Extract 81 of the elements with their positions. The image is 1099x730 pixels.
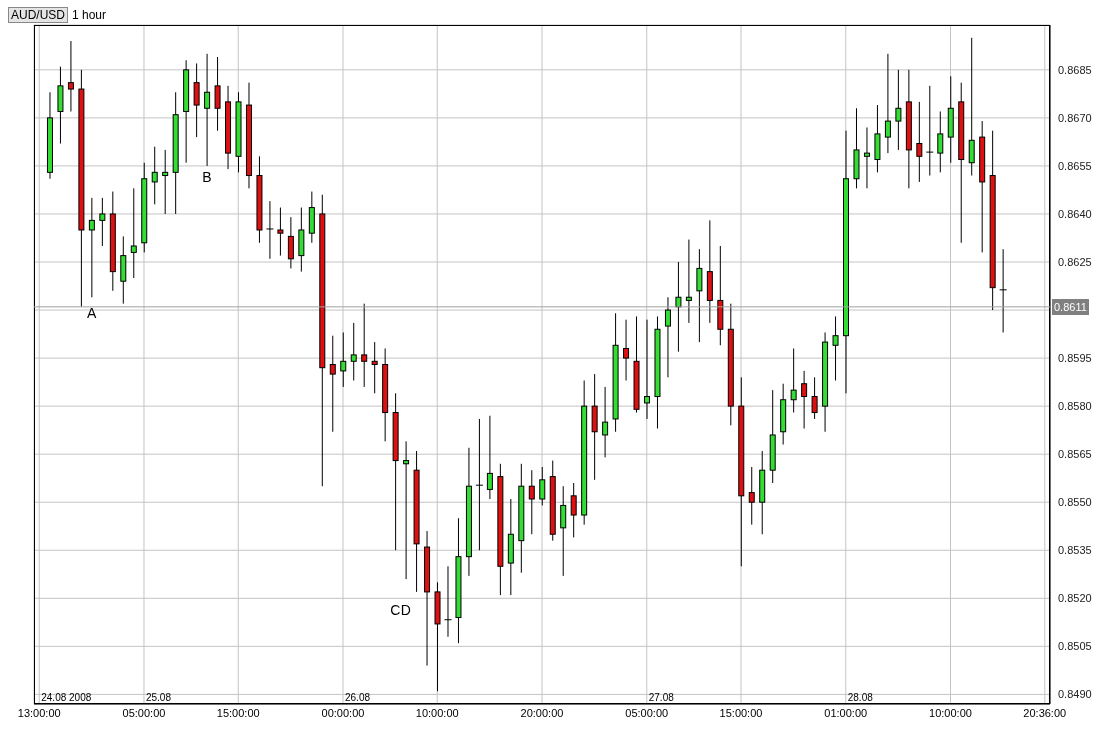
annotation: D — [400, 602, 412, 619]
y-tick-label: 0.8565 — [1058, 448, 1092, 461]
candlestick — [162, 149, 169, 215]
candlestick — [130, 187, 137, 279]
y-tick-label: 0.8520 — [1058, 592, 1092, 605]
candlestick — [67, 40, 74, 112]
ref-line-label: 0.8611 — [1052, 298, 1089, 315]
candlestick — [675, 261, 682, 353]
candlestick — [371, 341, 378, 394]
y-tick-label: 0.8655 — [1058, 159, 1092, 172]
x-tick-label: 15:00:00 — [719, 707, 763, 719]
candlestick — [266, 200, 274, 260]
annotation: 25.08 — [145, 692, 171, 703]
candlestick — [916, 101, 923, 183]
candlestick — [486, 415, 493, 500]
candlestick — [361, 303, 368, 388]
chart-subtitle: 1 hour — [72, 8, 107, 22]
x-tick-label: 20:00:00 — [520, 707, 564, 719]
candlestick — [475, 418, 483, 551]
x-tick-label: 10:00:00 — [415, 707, 459, 719]
candlestick — [832, 315, 839, 382]
candlestick — [204, 53, 211, 167]
candlestick — [968, 37, 975, 177]
y-tick-label: 0.8670 — [1058, 111, 1092, 124]
candlestick — [350, 322, 357, 382]
annotation: A — [85, 305, 98, 322]
x-tick-label: 00:00:00 — [321, 707, 365, 719]
y-tick-label: 0.8505 — [1058, 640, 1092, 653]
candlestick — [696, 248, 703, 343]
candlestick — [539, 466, 546, 506]
candlestick — [403, 440, 410, 580]
chart-title: AUD/USD — [8, 7, 69, 23]
candlestick — [99, 197, 106, 247]
candlestick — [884, 53, 891, 154]
candlestick — [937, 110, 944, 173]
y-tick-label: 0.8550 — [1058, 496, 1092, 509]
candlestick — [623, 319, 630, 382]
y-tick-label: 0.8685 — [1058, 63, 1092, 76]
candlestick — [570, 482, 577, 538]
y-tick-label: 0.8535 — [1058, 544, 1092, 557]
candlestick — [790, 347, 797, 414]
y-tick-label: 0.8580 — [1058, 400, 1092, 413]
candlestick — [801, 370, 808, 430]
annotation: C — [389, 602, 402, 619]
x-tick-label: 13:00:00 — [17, 707, 61, 719]
candlestick — [602, 386, 609, 458]
candlestick — [685, 239, 692, 324]
candlestick — [214, 56, 221, 132]
candlestick — [340, 331, 347, 388]
x-tick-label: 15:00:00 — [216, 707, 260, 719]
candlestick — [811, 376, 818, 420]
y-tick-label: 0.8640 — [1058, 207, 1092, 220]
x-tick-label: 10:00:00 — [929, 707, 972, 719]
candlestick — [193, 62, 200, 138]
candlestick — [748, 466, 755, 526]
candlestick — [895, 69, 902, 151]
x-tick-label: 05:00:00 — [625, 707, 669, 719]
candlestick — [560, 485, 567, 577]
candlestick — [444, 565, 452, 638]
x-tick-label: 05:00:00 — [122, 707, 166, 719]
candlestick — [528, 469, 535, 535]
candlestick — [999, 248, 1007, 333]
candlestick — [151, 146, 158, 205]
candlestick — [664, 296, 671, 378]
annotation: B — [201, 169, 213, 186]
candlestick — [329, 335, 336, 433]
candlestick — [277, 207, 284, 257]
candlestick — [88, 197, 95, 298]
annotation: 26.08 — [344, 692, 371, 703]
candlestick — [287, 216, 294, 269]
x-tick-label: 20:36:00 — [1023, 707, 1067, 719]
candlestick — [926, 85, 934, 177]
y-tick-label: 0.8490 — [1058, 688, 1092, 701]
candlestick — [644, 319, 651, 420]
annotation: 24.08 2008 — [41, 692, 92, 703]
annotation: 27.08 — [648, 692, 674, 703]
annotation: 28.08 — [847, 692, 873, 703]
y-tick-label: 0.8595 — [1058, 352, 1092, 364]
y-tick-label: 0.8625 — [1058, 255, 1092, 268]
candlestick — [863, 126, 870, 189]
x-tick-label: 01:00:00 — [824, 707, 868, 719]
